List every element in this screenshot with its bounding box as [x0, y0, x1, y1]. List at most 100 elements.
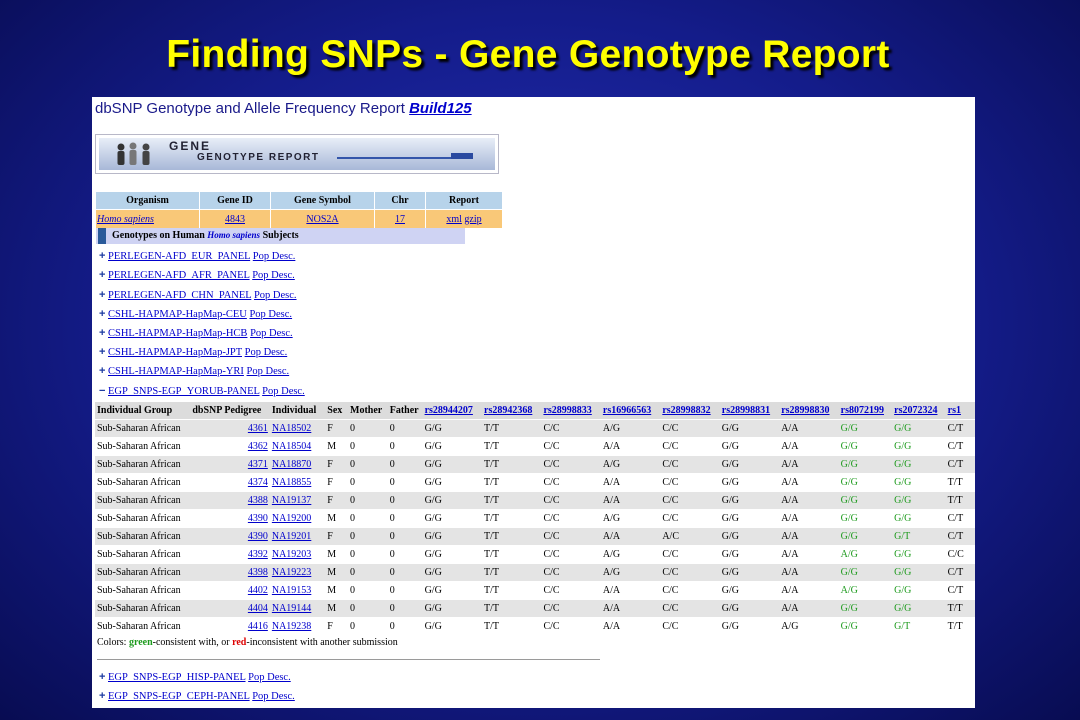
expand-icon[interactable]: +	[99, 346, 106, 358]
cell-pedigree-link[interactable]: 4402	[247, 585, 268, 596]
panel-link[interactable]: CSHL-HAPMAP-HapMap-JPT	[108, 347, 242, 358]
pop-desc-link[interactable]: Pop Desc.	[244, 347, 288, 358]
cell-pedigree-link[interactable]: 4392	[247, 549, 268, 560]
col-individual-group: Individual Group	[95, 402, 191, 420]
cell-individual[interactable]: NA19223	[269, 563, 326, 582]
cell-pedigree[interactable]: 4388	[190, 491, 270, 510]
pop-desc-link[interactable]: Pop Desc.	[246, 366, 290, 377]
cell-pedigree-link[interactable]: 4374	[247, 477, 268, 488]
cell-individual-link[interactable]: NA19223	[271, 567, 312, 578]
cell-individual-link[interactable]: NA18502	[271, 423, 312, 434]
cell-pedigree-link[interactable]: 4404	[247, 603, 268, 614]
cell-individual-link[interactable]: NA19144	[271, 603, 312, 614]
cell-pedigree-link[interactable]: 4390	[247, 531, 268, 542]
snp-link[interactable]: rs28998831	[721, 405, 771, 416]
expand-icon[interactable]: +	[99, 250, 106, 262]
cell-individual-link[interactable]: NA19203	[271, 549, 312, 560]
snp-link[interactable]: rs28942368	[484, 405, 533, 416]
cell-individual[interactable]: NA19203	[269, 545, 326, 564]
cell-individual[interactable]: NA19200	[269, 509, 326, 528]
pop-desc-link[interactable]: Pop Desc.	[262, 386, 305, 397]
expand-icon[interactable]: +	[99, 690, 106, 702]
collapse-icon[interactable]: −	[99, 385, 106, 397]
cell-group: Sub-Saharan African	[95, 545, 191, 564]
expand-icon[interactable]: +	[99, 269, 106, 281]
organism-link[interactable]: Homo sapiens	[97, 213, 154, 225]
cell-individual-link[interactable]: NA19137	[271, 495, 312, 506]
cell-pedigree[interactable]: 4416	[190, 617, 270, 635]
snp-link[interactable]: rs28998832	[662, 405, 711, 416]
snp-link[interactable]: rs16966563	[602, 405, 652, 416]
cell-pedigree-link[interactable]: 4390	[247, 513, 268, 524]
panel-link[interactable]: CSHL-HAPMAP-HapMap-HCB	[108, 328, 248, 339]
cell-individual-link[interactable]: NA19201	[271, 531, 312, 542]
pop-desc-link[interactable]: Pop Desc.	[252, 270, 295, 281]
gene-symbol-link[interactable]: NOS2A	[306, 213, 339, 225]
snp-link[interactable]: rs28944207	[424, 405, 473, 416]
cell-individual-link[interactable]: NA18855	[271, 477, 312, 488]
panel-link[interactable]: PERLEGEN-AFD_EUR_PANEL	[108, 251, 251, 262]
expand-icon[interactable]: +	[99, 671, 106, 683]
pop-desc-link[interactable]: Pop Desc.	[252, 691, 295, 702]
panel-link[interactable]: EGP_SNPS-EGP_YORUB-PANEL	[108, 386, 260, 397]
build-link[interactable]: Build125	[409, 100, 472, 117]
colors-legend: Colors: green-consistent with, or red-in…	[97, 637, 398, 648]
cell-individual[interactable]: NA19137	[269, 491, 326, 510]
pop-desc-link[interactable]: Pop Desc.	[248, 672, 291, 683]
cell-individual[interactable]: NA19201	[269, 527, 326, 546]
cell-individual-link[interactable]: NA19238	[271, 621, 312, 632]
species-link[interactable]: Homo sapiens	[207, 230, 261, 240]
cell-pedigree[interactable]: 4362	[190, 437, 270, 456]
cell-genotype: A/A	[779, 419, 839, 438]
cell-pedigree[interactable]: 4361	[190, 419, 270, 438]
chr-link[interactable]: 17	[395, 213, 405, 225]
expand-icon[interactable]: +	[99, 289, 106, 301]
snp-link[interactable]: rs2072324	[894, 405, 938, 416]
gene-id-link[interactable]: 4843	[225, 213, 245, 225]
cell-pedigree-link[interactable]: 4416	[247, 621, 268, 632]
cell-individual[interactable]: NA19238	[269, 617, 326, 635]
cell-individual[interactable]: NA18504	[269, 437, 326, 456]
panel-link[interactable]: EGP_SNPS-EGP_HISP-PANEL	[108, 672, 246, 683]
cell-individual[interactable]: NA19144	[269, 599, 326, 618]
snp-link[interactable]: rs1	[947, 405, 961, 416]
cell-individual-link[interactable]: NA18504	[271, 441, 312, 452]
snp-link[interactable]: rs28998833	[543, 405, 592, 416]
pop-desc-link[interactable]: Pop Desc.	[250, 328, 293, 339]
cell-individual[interactable]: NA18870	[269, 455, 326, 474]
cell-pedigree-link[interactable]: 4398	[247, 567, 268, 578]
cell-pedigree[interactable]: 4390	[190, 509, 270, 528]
cell-pedigree[interactable]: 4404	[190, 599, 270, 618]
cell-individual-link[interactable]: NA19153	[271, 585, 312, 596]
expand-icon[interactable]: +	[99, 365, 106, 377]
panel-link[interactable]: CSHL-HAPMAP-HapMap-YRI	[108, 366, 244, 377]
cell-pedigree[interactable]: 4371	[190, 455, 270, 474]
report-xml-link[interactable]: xml	[446, 213, 462, 225]
cell-pedigree-link[interactable]: 4362	[247, 441, 268, 452]
cell-pedigree-link[interactable]: 4388	[247, 495, 268, 506]
cell-pedigree[interactable]: 4390	[190, 527, 270, 546]
snp-link[interactable]: rs8072199	[840, 405, 884, 416]
cell-pedigree[interactable]: 4374	[190, 473, 270, 492]
panel-link[interactable]: EGP_SNPS-EGP_CEPH-PANEL	[108, 691, 250, 702]
panel-link[interactable]: PERLEGEN-AFD_CHN_PANEL	[108, 290, 252, 301]
panel-link[interactable]: PERLEGEN-AFD_AFR_PANEL	[108, 270, 250, 281]
cell-pedigree[interactable]: 4392	[190, 545, 270, 564]
cell-individual[interactable]: NA18855	[269, 473, 326, 492]
pop-desc-link[interactable]: Pop Desc.	[252, 251, 296, 262]
cell-individual[interactable]: NA18502	[269, 419, 326, 438]
panel-link[interactable]: CSHL-HAPMAP-HapMap-CEU	[108, 309, 247, 320]
expand-icon[interactable]: +	[99, 308, 106, 320]
cell-pedigree-link[interactable]: 4361	[247, 423, 268, 434]
cell-pedigree[interactable]: 4402	[190, 581, 270, 600]
snp-link[interactable]: rs28998830	[781, 405, 830, 416]
expand-icon[interactable]: +	[99, 327, 106, 339]
pop-desc-link[interactable]: Pop Desc.	[253, 290, 297, 301]
cell-individual-link[interactable]: NA18870	[271, 459, 312, 470]
cell-individual[interactable]: NA19153	[269, 581, 326, 600]
report-gzip-link[interactable]: gzip	[464, 213, 482, 225]
cell-pedigree-link[interactable]: 4371	[247, 459, 268, 470]
pop-desc-link[interactable]: Pop Desc.	[249, 309, 293, 320]
cell-individual-link[interactable]: NA19200	[271, 513, 312, 524]
cell-pedigree[interactable]: 4398	[190, 563, 270, 582]
